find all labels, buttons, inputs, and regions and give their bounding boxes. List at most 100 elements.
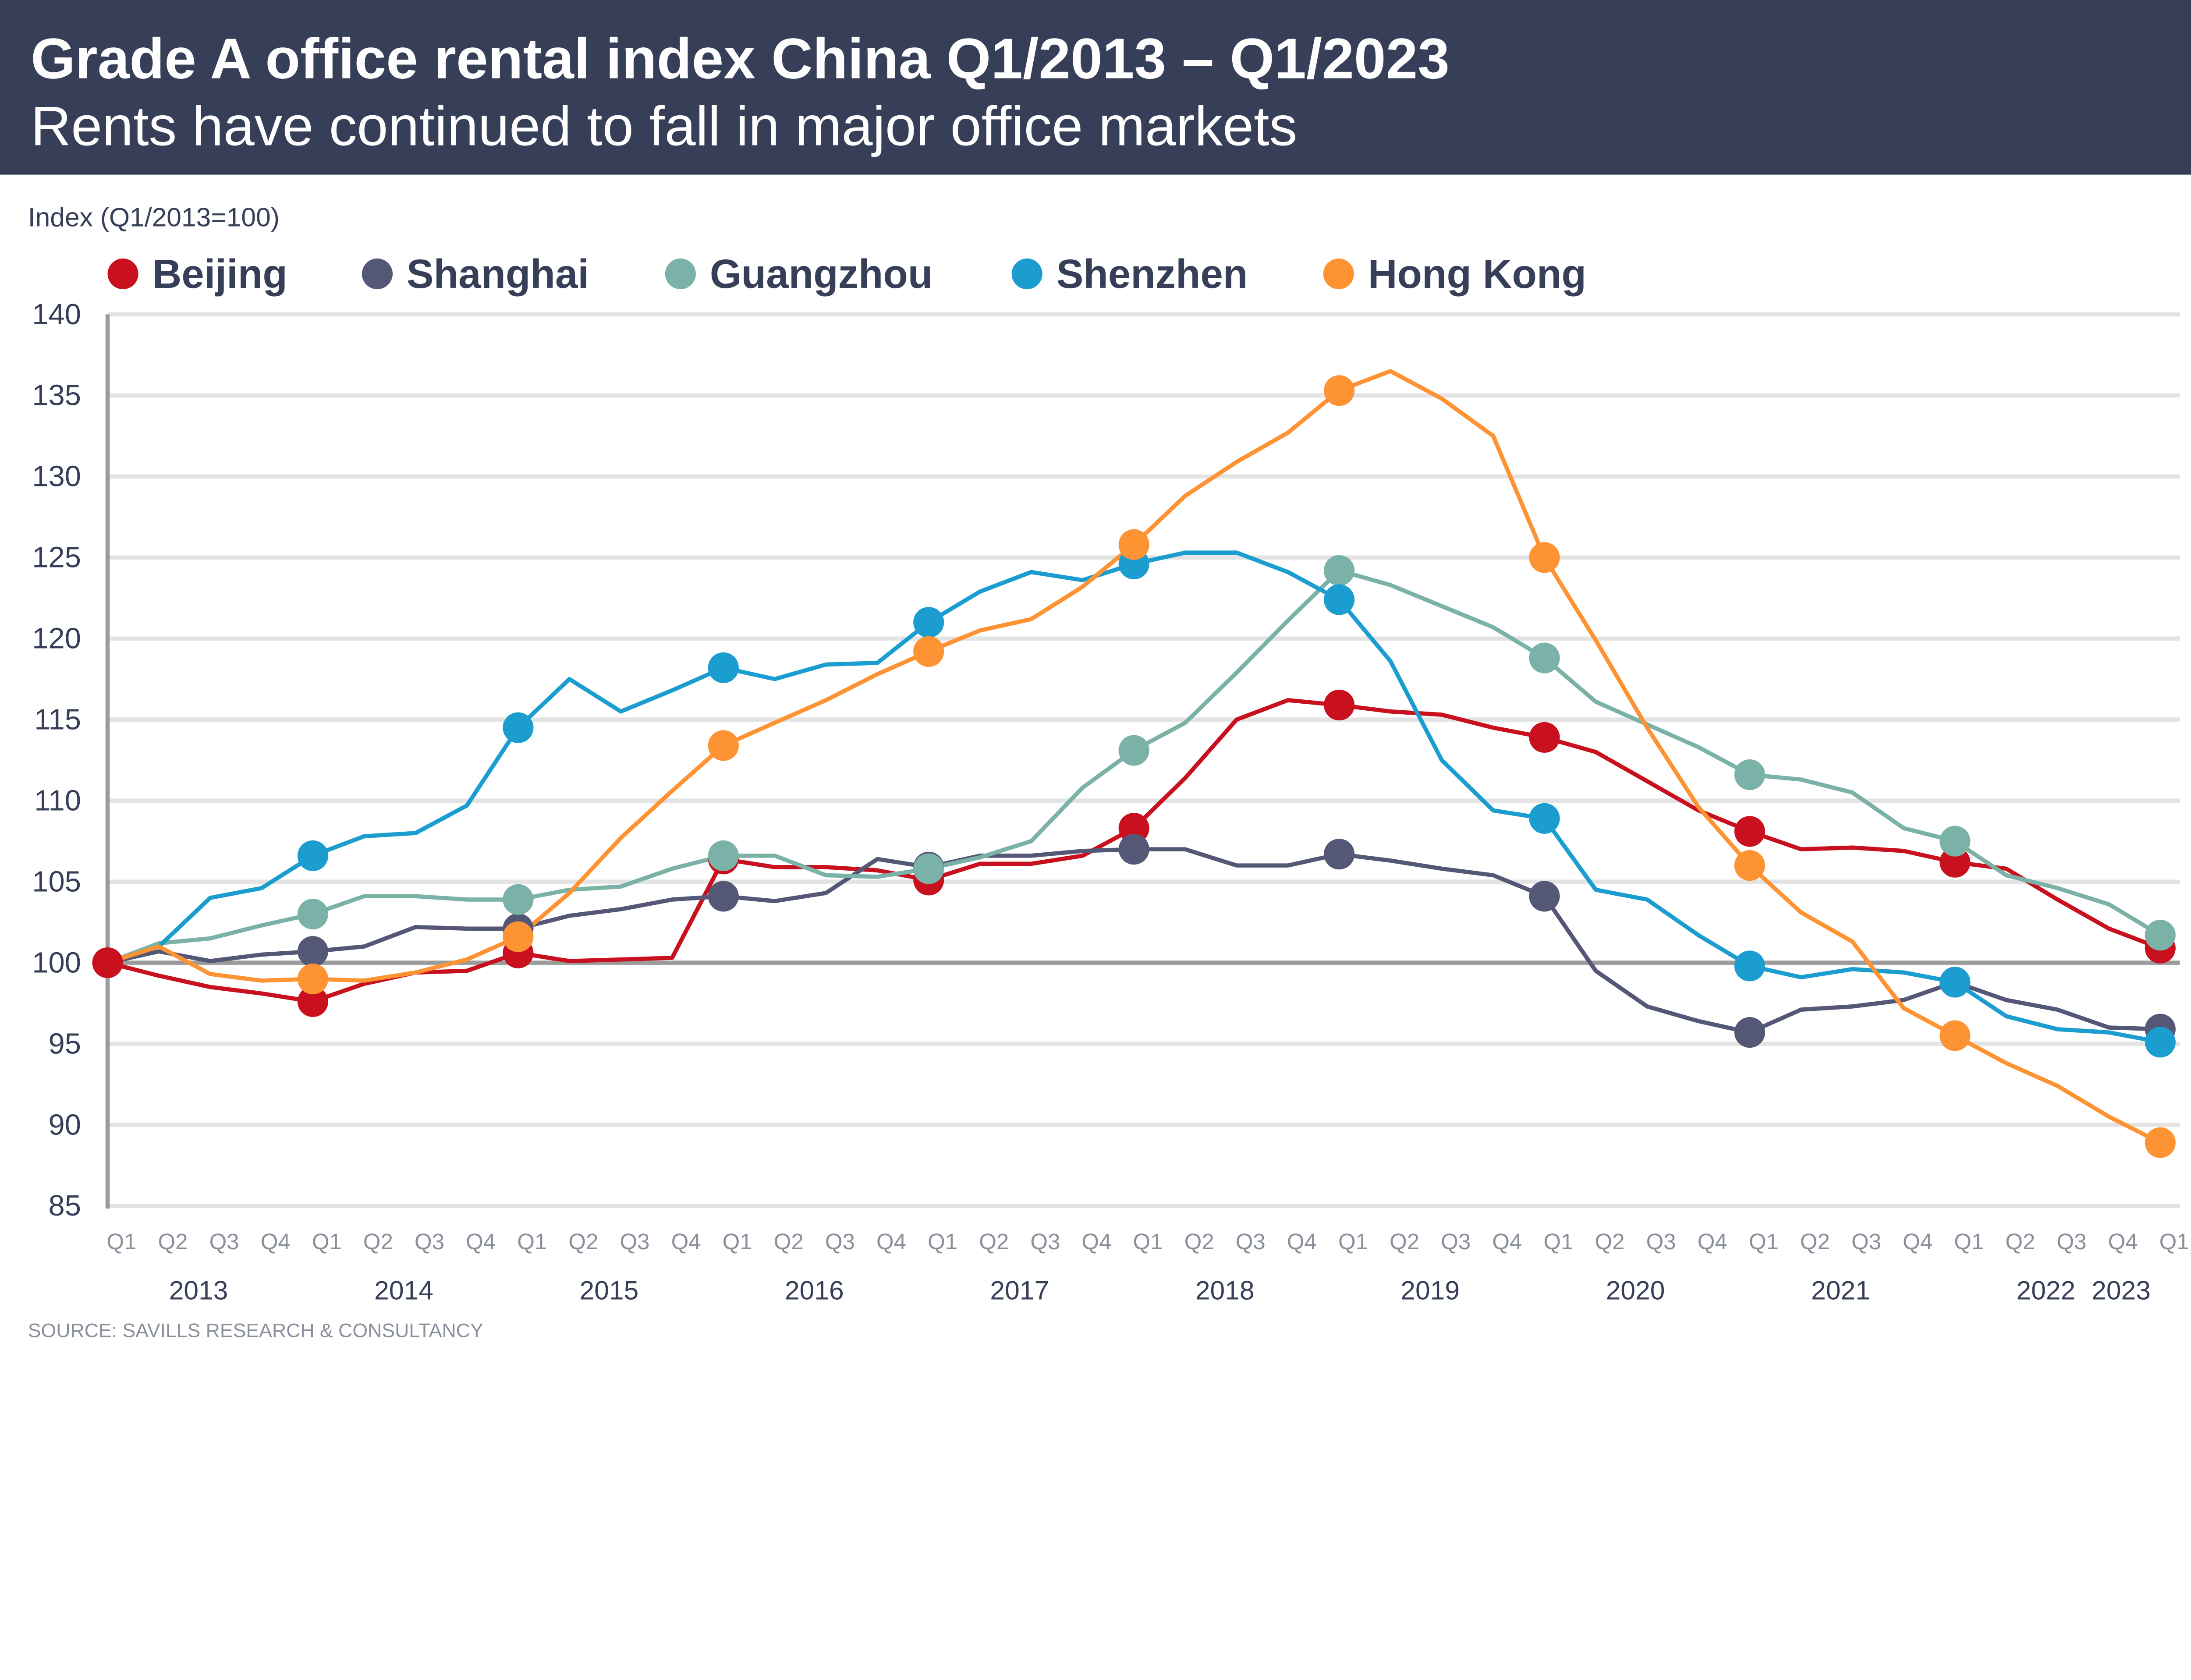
- y-tick-label: 100: [32, 946, 81, 979]
- x-quarter-label: Q2: [2005, 1229, 2035, 1254]
- y-axis-label: Index (Q1/2013=100): [28, 202, 280, 232]
- y-tick-label: 115: [34, 703, 81, 736]
- x-year-label: 2023: [2092, 1276, 2151, 1305]
- data-point-guangzhou: [708, 840, 739, 872]
- x-year-label: 2016: [785, 1276, 844, 1305]
- y-tick-label: 120: [32, 622, 81, 655]
- data-point-shenzhen: [503, 712, 534, 743]
- x-quarter-label: Q4: [2108, 1229, 2138, 1254]
- x-quarter-label: Q4: [466, 1229, 496, 1254]
- x-quarter-label: Q4: [1081, 1229, 1111, 1254]
- x-quarter-label: Q1: [106, 1229, 136, 1254]
- x-quarter-label: Q3: [415, 1229, 444, 1254]
- header-band: [0, 0, 2191, 175]
- x-year-label: 2022: [2017, 1276, 2076, 1305]
- legend-label: Shanghai: [407, 251, 589, 297]
- x-quarter-label: Q1: [1133, 1229, 1163, 1254]
- data-point-guangzhou: [1939, 826, 1971, 857]
- data-point-shenzhen: [2145, 1027, 2176, 1058]
- y-tick-label: 95: [48, 1027, 81, 1060]
- y-tick-label: 140: [32, 298, 81, 331]
- legend-swatch-shanghai: [362, 258, 393, 290]
- x-year-label: 2017: [990, 1276, 1049, 1305]
- x-quarter-label: Q3: [1236, 1229, 1266, 1254]
- series-line-guangzhou: [106, 568, 2162, 965]
- x-quarter-label: Q3: [1441, 1229, 1471, 1254]
- data-point-beijing: [1118, 812, 1149, 844]
- data-point-hong-kong: [2145, 1127, 2176, 1158]
- data-point-guangzhou: [2145, 920, 2176, 951]
- data-point-beijing: [297, 986, 329, 1017]
- x-quarter-label: Q3: [2056, 1229, 2086, 1254]
- x-quarter-label: Q4: [1492, 1229, 1522, 1254]
- data-point-beijing: [1734, 816, 1766, 847]
- data-point-beijing: [1939, 847, 1971, 878]
- x-quarter-label: Q1: [517, 1229, 547, 1254]
- data-point-shenzhen: [1939, 967, 1971, 998]
- data-point-shanghai: [1734, 1017, 1766, 1048]
- legend-label: Guangzhou: [710, 251, 932, 297]
- legend-swatch-guangzhou: [665, 258, 696, 290]
- x-quarter-label: Q3: [1030, 1229, 1060, 1254]
- series-markers: [92, 375, 2176, 1158]
- data-point-beijing: [1529, 722, 1560, 753]
- gridlines: [105, 312, 2180, 1209]
- legend: Beijing Shanghai Guangzhou Shenzhen Hong Kon…: [107, 251, 1586, 297]
- data-point-guangzhou: [1734, 759, 1766, 790]
- x-axis-ticks: Q1 Q2 Q3 Q4 Q1 Q2 Q3 Q4 Q1 Q2 Q3 Q4 Q1 Q2 Q3 Q4 Q1 Q2 Q3 Q4…: [106, 1229, 2189, 1305]
- x-year-label: 2019: [1400, 1276, 1460, 1305]
- x-quarter-label: Q3: [1851, 1229, 1881, 1254]
- legend-swatch-shenzhen: [1011, 258, 1042, 290]
- legend-swatch-hong-kong: [1323, 258, 1354, 290]
- chart-subtitle: Rents have continued to fall in major of…: [31, 96, 1297, 158]
- data-point-shenzhen: [1324, 584, 1355, 615]
- x-quarter-label: Q2: [774, 1229, 804, 1254]
- data-point-guangzhou: [503, 884, 534, 915]
- legend-label: Beijing: [152, 251, 287, 297]
- x-quarter-label: Q2: [158, 1229, 188, 1254]
- x-year-label: 2021: [1811, 1276, 1870, 1305]
- data-point-guangzhou: [1324, 555, 1355, 586]
- legend-label: Shenzhen: [1057, 251, 1248, 297]
- x-quarter-label: Q1: [1954, 1229, 1984, 1254]
- source-note: SOURCE: SAVILLS RESEARCH & CONSULTANCY: [28, 1320, 483, 1342]
- y-tick-label: 105: [32, 865, 81, 898]
- x-quarter-label: Q1: [723, 1229, 752, 1254]
- x-quarter-label: Q3: [825, 1229, 855, 1254]
- x-quarter-label: Q2: [1390, 1229, 1419, 1254]
- y-tick-label: 110: [34, 784, 81, 817]
- x-quarter-label: Q1: [1543, 1229, 1573, 1254]
- data-point-hong-kong: [1529, 542, 1560, 573]
- x-year-label: 2018: [1195, 1276, 1255, 1305]
- x-quarter-label: Q2: [568, 1229, 598, 1254]
- data-point-hong-kong: [1118, 529, 1149, 560]
- x-quarter-label: Q2: [1800, 1229, 1830, 1254]
- x-quarter-label: Q4: [261, 1229, 291, 1254]
- x-quarter-label: Q2: [979, 1229, 1009, 1254]
- data-point-shanghai: [297, 936, 329, 967]
- data-point-hong-kong: [297, 963, 329, 995]
- legend-swatch-beijing: [107, 258, 138, 290]
- data-point-shanghai: [1118, 834, 1149, 865]
- data-point-hong-kong: [1939, 1020, 1971, 1051]
- x-year-label: 2020: [1606, 1276, 1665, 1305]
- chart-title: Grade A office rental index China Q1/201…: [31, 27, 1450, 91]
- data-point-shenzhen: [1529, 803, 1560, 834]
- y-tick-label: 125: [32, 541, 81, 574]
- data-point-shenzhen: [297, 840, 329, 872]
- y-axis-ticks: 85 90 95 100 105 110 115 120 125 130 135 140: [32, 298, 81, 1222]
- data-point-guangzhou: [297, 899, 329, 930]
- x-quarter-label: Q1: [1338, 1229, 1368, 1254]
- data-point-hong-kong: [1324, 375, 1355, 406]
- x-year-label: 2013: [169, 1276, 228, 1305]
- x-quarter-label: Q4: [1698, 1229, 1727, 1254]
- data-point-hong-kong: [503, 921, 534, 952]
- x-quarter-label: Q4: [671, 1229, 701, 1254]
- x-quarter-label: Q4: [1287, 1229, 1317, 1254]
- data-point-shanghai: [1529, 881, 1560, 912]
- x-quarter-label: Q2: [363, 1229, 393, 1254]
- x-quarter-label: Q2: [1184, 1229, 1214, 1254]
- data-point-shanghai: [1324, 839, 1355, 870]
- y-tick-label: 90: [48, 1108, 81, 1141]
- y-tick-label: 85: [48, 1189, 81, 1222]
